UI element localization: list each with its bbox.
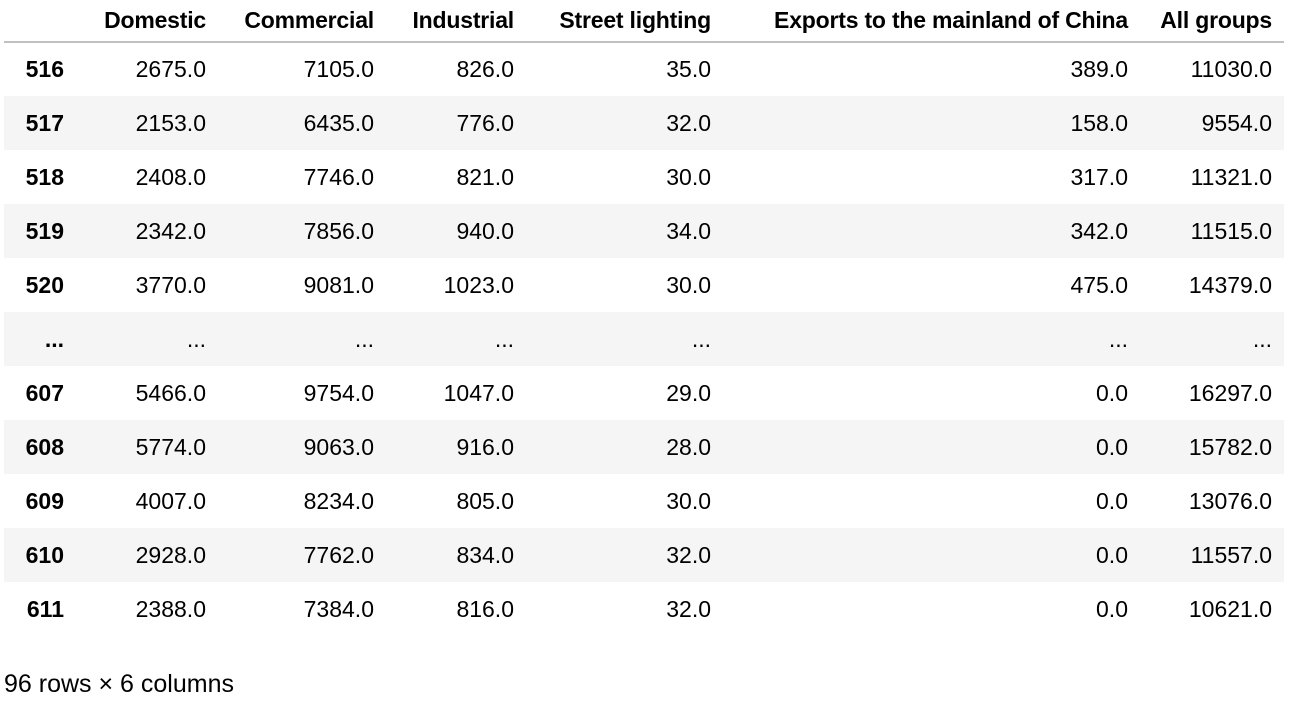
table-cell: 2928.0 — [135, 541, 206, 568]
table-cell: 805.0 — [456, 487, 514, 514]
table-cell: 0.0 — [1096, 541, 1128, 568]
table-cell: 30.0 — [666, 163, 711, 190]
table-cell: 29.0 — [666, 379, 711, 406]
table-cell: 940.0 — [456, 217, 514, 244]
table-cell: 30.0 — [666, 271, 711, 298]
table-row: 611 2388.0 7384.0 816.0 32.0 0.0 10621.0 — [4, 582, 1284, 636]
column-header: All groups — [1140, 0, 1284, 43]
table-row: 607 5466.0 9754.0 1047.0 29.0 0.0 16297.… — [4, 366, 1284, 420]
table-cell: 14379.0 — [1188, 271, 1272, 298]
column-header: Commercial — [218, 0, 386, 43]
table-cell: 11030.0 — [1190, 56, 1272, 82]
table-cell: 34.0 — [666, 217, 711, 244]
table-cell: 7105.0 — [303, 56, 374, 82]
table-cell: 32.0 — [666, 595, 711, 622]
table-cell: 9754.0 — [303, 379, 374, 406]
table-cell: 3770.0 — [135, 271, 206, 298]
row-index: 520 — [25, 271, 64, 298]
table-cell: 16297.0 — [1188, 379, 1272, 406]
row-index: 611 — [26, 595, 64, 622]
table-cell: ... — [494, 325, 514, 352]
table-cell: 389.0 — [1070, 56, 1128, 82]
row-index: 609 — [25, 487, 64, 514]
table-cell: ... — [186, 325, 206, 352]
table-cell: 32.0 — [666, 541, 711, 568]
table-cell: 821.0 — [456, 163, 514, 190]
table-cell: 816.0 — [456, 595, 514, 622]
table-cell: 826.0 — [456, 56, 514, 82]
table-cell: 9554.0 — [1201, 109, 1272, 136]
row-index: 517 — [25, 109, 64, 136]
table-cell: 9063.0 — [303, 433, 374, 460]
table-cell: ... — [1108, 325, 1128, 352]
column-header: Domestic — [76, 0, 218, 43]
table-cell: ... — [354, 325, 374, 352]
row-index: 607 — [25, 379, 64, 406]
table-cell: ... — [1252, 325, 1272, 352]
column-header: Exports to the mainland of China — [723, 0, 1140, 43]
table-cell: 5466.0 — [135, 379, 206, 406]
table-cell: 475.0 — [1070, 271, 1128, 298]
table-cell: 0.0 — [1096, 379, 1128, 406]
table-row: 520 3770.0 9081.0 1023.0 30.0 475.0 1437… — [4, 258, 1284, 312]
table-cell: 5774.0 — [135, 433, 206, 460]
table-cell: 7384.0 — [303, 595, 374, 622]
table-cell: 6435.0 — [303, 109, 374, 136]
column-header: Industrial — [386, 0, 526, 43]
table-row: 517 2153.0 6435.0 776.0 32.0 158.0 9554.… — [4, 96, 1284, 150]
table-cell: 9081.0 — [303, 271, 374, 298]
table-cell: 776.0 — [456, 109, 514, 136]
table-cell: 7746.0 — [303, 163, 374, 190]
row-index: 518 — [25, 163, 64, 190]
table-cell: 2408.0 — [135, 163, 206, 190]
table-cell: 317.0 — [1070, 163, 1128, 190]
table-cell: 35.0 — [666, 56, 711, 82]
table-cell: 11557.0 — [1190, 541, 1272, 568]
table-cell: 1047.0 — [443, 379, 514, 406]
row-index: 608 — [25, 433, 64, 460]
row-index: 516 — [25, 56, 64, 82]
row-index: 519 — [25, 217, 64, 244]
table-cell: 342.0 — [1070, 217, 1128, 244]
table-cell: 11321.0 — [1190, 163, 1272, 190]
column-header: Street lighting — [526, 0, 723, 43]
table-cell: 1023.0 — [443, 271, 514, 298]
table-row: 519 2342.0 7856.0 940.0 34.0 342.0 11515… — [4, 204, 1284, 258]
row-index: ... — [44, 325, 64, 352]
table-cell: 7856.0 — [303, 217, 374, 244]
table-cell: ... — [691, 325, 711, 352]
table-row: 516 2675.0 7105.0 826.0 35.0 389.0 11030… — [4, 42, 1284, 96]
table-cell: 2675.0 — [135, 56, 206, 82]
ellipsis-row: ... ... ... ... ... ... ... — [4, 312, 1284, 366]
table-cell: 2153.0 — [135, 109, 206, 136]
table-cell: 28.0 — [666, 433, 711, 460]
table-cell: 8234.0 — [303, 487, 374, 514]
table-cell: 834.0 — [456, 541, 514, 568]
table-cell: 0.0 — [1096, 487, 1128, 514]
table-cell: 0.0 — [1096, 433, 1128, 460]
table-cell: 2388.0 — [135, 595, 206, 622]
table-cell: 10621.0 — [1188, 595, 1272, 622]
index-header — [4, 0, 76, 43]
table-cell: 13076.0 — [1188, 487, 1272, 514]
table-cell: 0.0 — [1096, 595, 1128, 622]
dataframe-shape-summary: 96 rows × 6 columns — [4, 670, 234, 698]
table-row: 610 2928.0 7762.0 834.0 32.0 0.0 11557.0 — [4, 528, 1284, 582]
table-row: 608 5774.0 9063.0 916.0 28.0 0.0 15782.0 — [4, 420, 1284, 474]
table-cell: 30.0 — [666, 487, 711, 514]
table-cell: 15782.0 — [1188, 433, 1272, 460]
row-index: 610 — [25, 541, 64, 568]
table-row: 518 2408.0 7746.0 821.0 30.0 317.0 11321… — [4, 150, 1284, 204]
table-cell: 2342.0 — [135, 217, 206, 244]
table-cell: 11515.0 — [1190, 217, 1272, 244]
table-cell: 32.0 — [666, 109, 711, 136]
table-row: 609 4007.0 8234.0 805.0 30.0 0.0 13076.0 — [4, 474, 1284, 528]
table-cell: 916.0 — [456, 433, 514, 460]
header-row: Domestic Commercial Industrial Street li… — [4, 0, 1284, 43]
table-cell: 158.0 — [1070, 109, 1128, 136]
table-cell: 7762.0 — [303, 541, 374, 568]
table-cell: 4007.0 — [135, 487, 206, 514]
dataframe-table: Domestic Commercial Industrial Street li… — [4, 0, 1284, 636]
